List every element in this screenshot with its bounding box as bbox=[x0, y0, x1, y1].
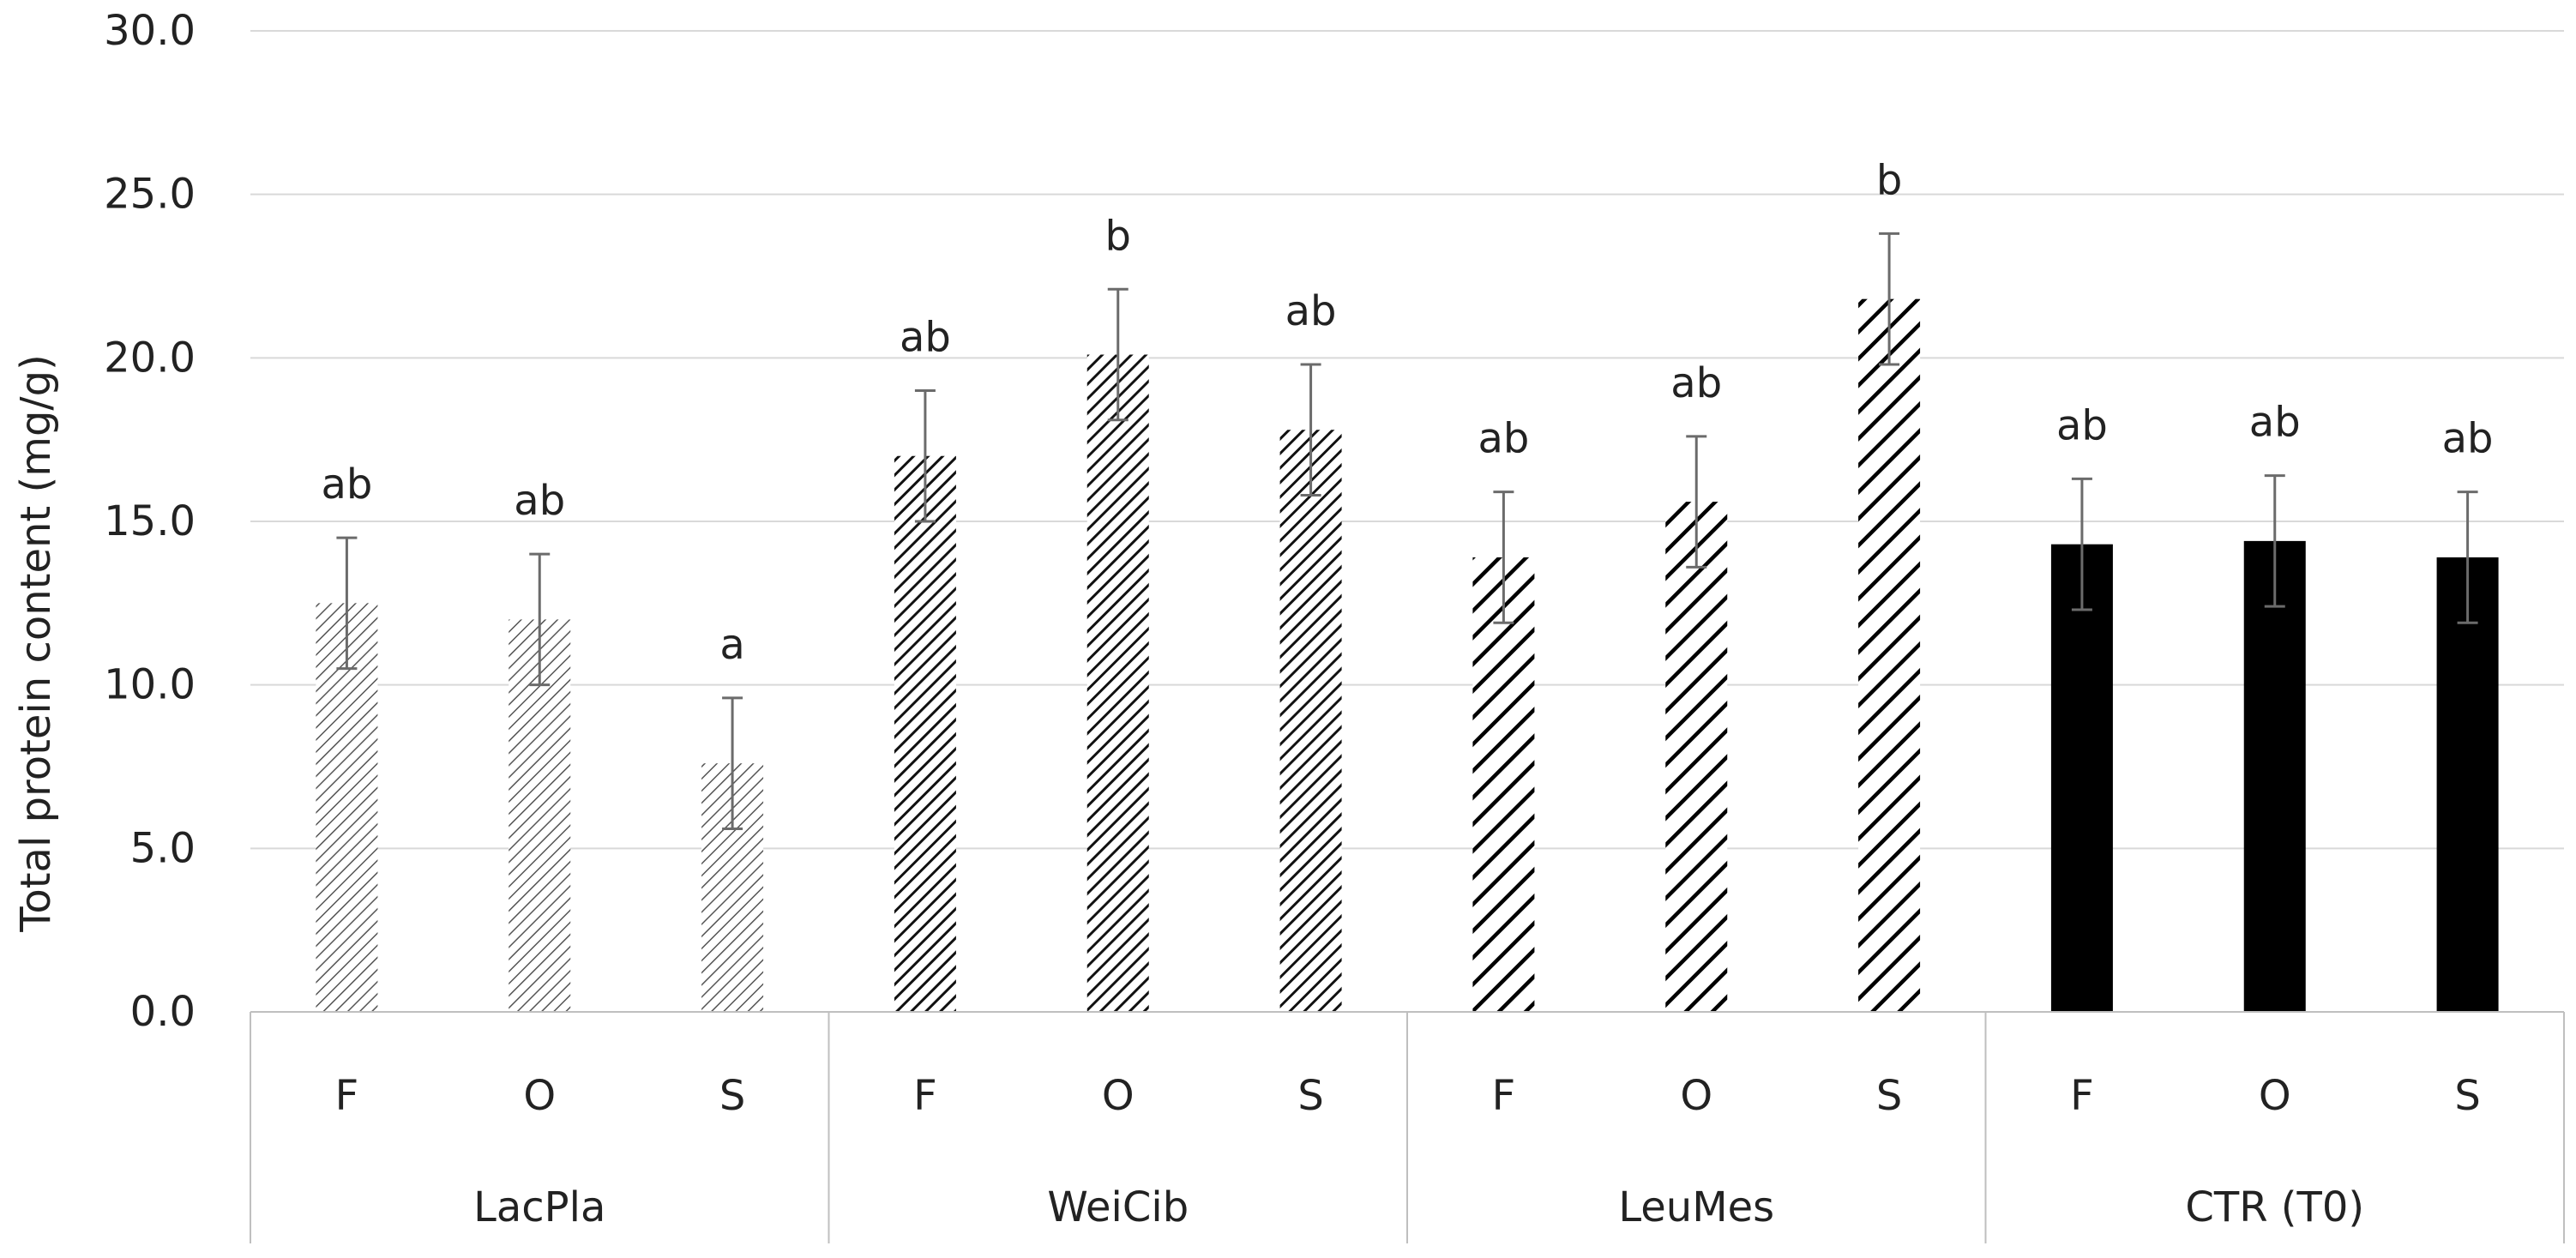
significance-label: ab bbox=[1285, 287, 1337, 335]
x-tick-label: F bbox=[335, 1072, 359, 1120]
group-label: LeuMes bbox=[1618, 1183, 1774, 1231]
error-bar bbox=[336, 536, 358, 671]
significance-labels: ab ab a ab b ab ab ab b ab ab ab bbox=[321, 156, 2493, 668]
error-bar bbox=[2071, 477, 2092, 611]
error-bar bbox=[722, 696, 743, 830]
error-bar bbox=[1107, 287, 1129, 422]
significance-label: ab bbox=[1670, 359, 1722, 407]
bars bbox=[316, 298, 2499, 1012]
x-tick-label: S bbox=[1876, 1072, 1902, 1120]
x-tick-label: O bbox=[2259, 1072, 2291, 1120]
y-tick-label: 0.0 bbox=[130, 988, 196, 1036]
error-bar bbox=[914, 388, 936, 523]
significance-label: b bbox=[1876, 156, 1902, 204]
bar bbox=[1086, 354, 1149, 1012]
y-axis-label: Total protein content (mg/g) bbox=[12, 354, 60, 933]
significance-label: ab bbox=[2442, 415, 2494, 463]
x-tick-label: O bbox=[1680, 1072, 1712, 1120]
error-bar bbox=[1493, 491, 1514, 624]
bar bbox=[2050, 544, 2113, 1012]
x-tick-label: O bbox=[523, 1072, 556, 1120]
significance-label: ab bbox=[514, 477, 565, 525]
error-bars bbox=[336, 232, 2478, 830]
error-bar bbox=[1686, 435, 1707, 569]
y-tick-label: 5.0 bbox=[130, 824, 196, 872]
bar bbox=[1472, 557, 1535, 1012]
x-tick-label: O bbox=[1102, 1072, 1135, 1120]
x-tick-label: F bbox=[1492, 1072, 1516, 1120]
error-bar bbox=[1300, 363, 1321, 497]
bar bbox=[316, 603, 378, 1012]
significance-label: a bbox=[719, 621, 744, 669]
y-axis-ticks: 0.0 5.0 10.0 15.0 20.0 25.0 30.0 bbox=[104, 7, 196, 1036]
error-bar bbox=[529, 552, 551, 687]
bar bbox=[2243, 540, 2306, 1012]
x-tick-label: F bbox=[2070, 1072, 2094, 1120]
significance-label: ab bbox=[900, 313, 951, 361]
error-bar bbox=[1879, 232, 1900, 366]
significance-label: ab bbox=[2249, 399, 2301, 447]
x-tick-label: S bbox=[719, 1072, 745, 1120]
y-tick-label: 25.0 bbox=[104, 171, 196, 219]
y-tick-label: 20.0 bbox=[104, 334, 196, 382]
bar bbox=[1858, 298, 1921, 1012]
group-label: WeiCib bbox=[1047, 1183, 1189, 1231]
error-bar bbox=[2264, 474, 2285, 608]
significance-label: ab bbox=[1478, 415, 1529, 463]
error-bar bbox=[2457, 491, 2478, 624]
bar bbox=[894, 455, 956, 1012]
group-label: LacPla bbox=[473, 1183, 605, 1231]
bar bbox=[2436, 557, 2499, 1012]
y-tick-label: 15.0 bbox=[104, 497, 196, 545]
significance-label: ab bbox=[321, 460, 372, 509]
significance-label: b bbox=[1105, 212, 1131, 260]
x-tick-label: S bbox=[1297, 1072, 1323, 1120]
y-tick-label: 10.0 bbox=[104, 661, 196, 709]
bar bbox=[1665, 502, 1728, 1012]
x-axis: F O S LacPla F O S WeiCib F O S LeuMes F O S CTR (T0) bbox=[250, 1011, 2565, 1243]
y-tick-label: 30.0 bbox=[104, 7, 196, 55]
significance-label: ab bbox=[2056, 401, 2108, 449]
x-tick-label: F bbox=[913, 1072, 937, 1120]
gridlines bbox=[250, 30, 2564, 850]
group-label: CTR (T0) bbox=[2185, 1183, 2364, 1231]
bar bbox=[1279, 430, 1342, 1012]
x-tick-label: S bbox=[2454, 1072, 2480, 1120]
